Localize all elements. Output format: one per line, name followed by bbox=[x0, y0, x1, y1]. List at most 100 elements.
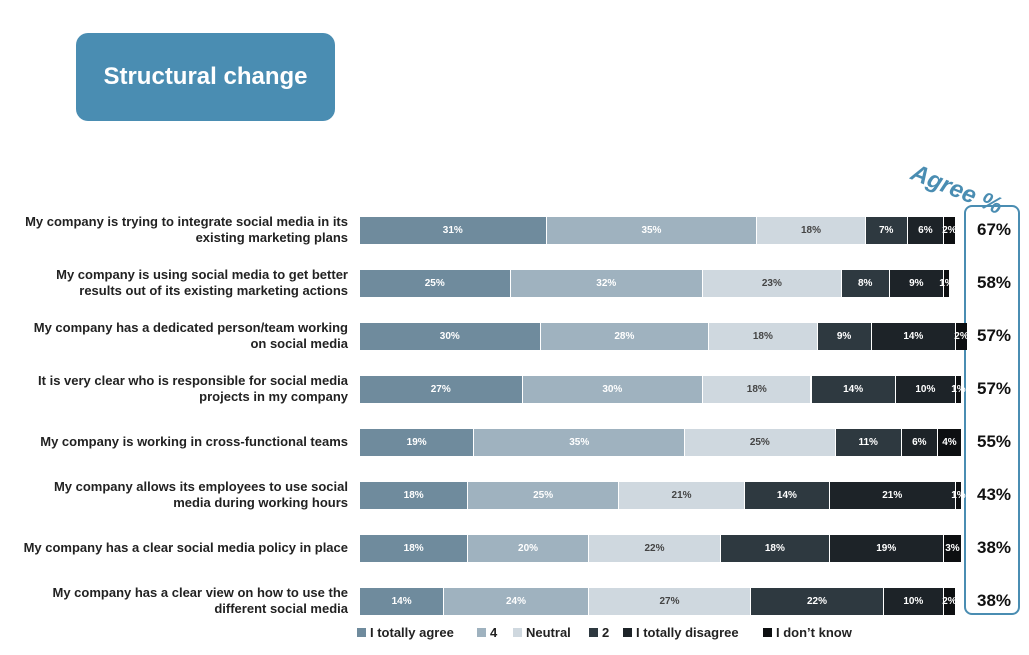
title-box bbox=[76, 33, 335, 121]
bar-segment: 22% bbox=[751, 587, 884, 615]
category-label: My company allows its employees to use s… bbox=[53, 479, 348, 510]
bar-segment: 18% bbox=[360, 481, 469, 509]
legend-item: 2 bbox=[589, 625, 609, 640]
data-label: 10% bbox=[903, 595, 924, 607]
category-label: My company has a dedicated person/team w… bbox=[33, 320, 348, 351]
legend-label: I totally agree bbox=[370, 625, 454, 640]
bar-segment: 30% bbox=[360, 322, 541, 350]
category-label: My company is working in cross-functiona… bbox=[40, 434, 348, 449]
agree-annotation: Agree % bbox=[907, 159, 1007, 221]
data-label: 18% bbox=[746, 383, 767, 395]
data-label: 18% bbox=[800, 224, 821, 236]
data-label: 9% bbox=[909, 277, 924, 289]
data-label: 22% bbox=[807, 595, 828, 607]
data-label: 20% bbox=[518, 542, 539, 554]
bar-segment: 18% bbox=[757, 216, 866, 244]
data-label: 21% bbox=[671, 489, 692, 501]
agree-value: 38% bbox=[976, 591, 1012, 610]
category-label: My company has a clear view on how to us… bbox=[52, 585, 348, 616]
category-label: My company is trying to integrate social… bbox=[25, 214, 348, 245]
agree-value: 55% bbox=[976, 432, 1012, 451]
data-label: 18% bbox=[752, 330, 773, 342]
data-label: 23% bbox=[761, 277, 782, 289]
bar-segment: 9% bbox=[817, 322, 872, 350]
data-label: 28% bbox=[614, 330, 635, 342]
data-label: 8% bbox=[857, 277, 873, 289]
agree-value: 67% bbox=[976, 220, 1012, 239]
agree-value: 43% bbox=[976, 485, 1012, 504]
bar-segment: 18% bbox=[703, 375, 812, 403]
data-label: 25% bbox=[533, 489, 554, 501]
legend-swatch bbox=[589, 628, 598, 637]
bar-segment: 21% bbox=[829, 481, 956, 509]
data-label: 14% bbox=[903, 330, 924, 342]
data-label: 1% bbox=[939, 277, 954, 289]
bar-segment: 1% bbox=[951, 481, 966, 509]
bar-segment: 2% bbox=[942, 216, 957, 244]
data-label: 30% bbox=[439, 330, 460, 342]
legend-swatch bbox=[763, 628, 772, 637]
data-label: 2% bbox=[942, 595, 957, 607]
data-label: 19% bbox=[876, 542, 897, 554]
category-label: It is very clear who is responsible for … bbox=[38, 373, 348, 404]
legend-item: Neutral bbox=[513, 625, 571, 640]
legend-label: I don’t know bbox=[776, 625, 852, 640]
bar-segment: 25% bbox=[360, 269, 511, 297]
category-label: My company is using social media to get … bbox=[56, 267, 348, 298]
agree-value: 38% bbox=[976, 538, 1012, 557]
agree-box bbox=[964, 205, 1020, 615]
bar-segment: 6% bbox=[907, 216, 944, 244]
legend-swatch bbox=[623, 628, 632, 637]
bar-segment: 14% bbox=[360, 587, 445, 615]
bar-segment: 19% bbox=[829, 534, 944, 562]
bar-segment: 25% bbox=[685, 428, 836, 456]
category-label: My company has a clear social media poli… bbox=[23, 540, 348, 555]
bar-segment: 28% bbox=[540, 322, 710, 350]
data-label: 18% bbox=[403, 489, 424, 501]
data-label: 1% bbox=[951, 383, 966, 395]
data-label: 25% bbox=[749, 436, 770, 448]
data-label: 3% bbox=[945, 542, 960, 554]
legend-item: I totally disagree bbox=[623, 625, 739, 640]
bar-segment: 1% bbox=[951, 375, 966, 403]
data-label: 10% bbox=[915, 383, 936, 395]
data-label: 25% bbox=[424, 277, 445, 289]
bar-segment: 31% bbox=[360, 216, 547, 244]
bar-segment: 24% bbox=[444, 587, 589, 615]
data-label: 4% bbox=[942, 436, 957, 448]
bar-segment: 14% bbox=[745, 481, 830, 509]
bar-segment: 35% bbox=[474, 428, 686, 456]
data-label: 2% bbox=[942, 224, 957, 236]
data-label: 2% bbox=[954, 330, 969, 342]
agree-value: 57% bbox=[976, 379, 1012, 398]
data-label: 14% bbox=[843, 383, 864, 395]
bar-segment: 19% bbox=[360, 428, 475, 456]
bar-segment: 6% bbox=[901, 428, 938, 456]
legend-label: 4 bbox=[490, 625, 498, 640]
data-label: 18% bbox=[403, 542, 424, 554]
legend-item: 4 bbox=[477, 625, 497, 640]
bar-segment: 3% bbox=[943, 534, 962, 562]
legend-label: I totally disagree bbox=[636, 625, 739, 640]
bar-segment: 8% bbox=[841, 269, 890, 297]
agree-value: 58% bbox=[976, 273, 1012, 292]
data-label: 32% bbox=[596, 277, 617, 289]
data-label: 30% bbox=[602, 383, 623, 395]
data-label: 31% bbox=[442, 224, 463, 236]
data-label: 18% bbox=[764, 542, 785, 554]
bar-segment: 27% bbox=[360, 375, 523, 403]
bar-segment: 7% bbox=[865, 216, 908, 244]
data-label: 27% bbox=[659, 595, 680, 607]
bar-segment: 18% bbox=[721, 534, 830, 562]
data-label: 22% bbox=[644, 542, 665, 554]
chart-title: Structural change bbox=[103, 63, 308, 90]
bar-segment: 21% bbox=[618, 481, 746, 509]
legend-swatch bbox=[357, 628, 366, 637]
bar-segment: 18% bbox=[360, 534, 469, 562]
bar-segment: 27% bbox=[588, 587, 752, 615]
data-label: 14% bbox=[391, 595, 412, 607]
bar-segment: 35% bbox=[546, 216, 758, 244]
data-label: 21% bbox=[882, 489, 903, 501]
bar-segment: 14% bbox=[811, 375, 896, 403]
